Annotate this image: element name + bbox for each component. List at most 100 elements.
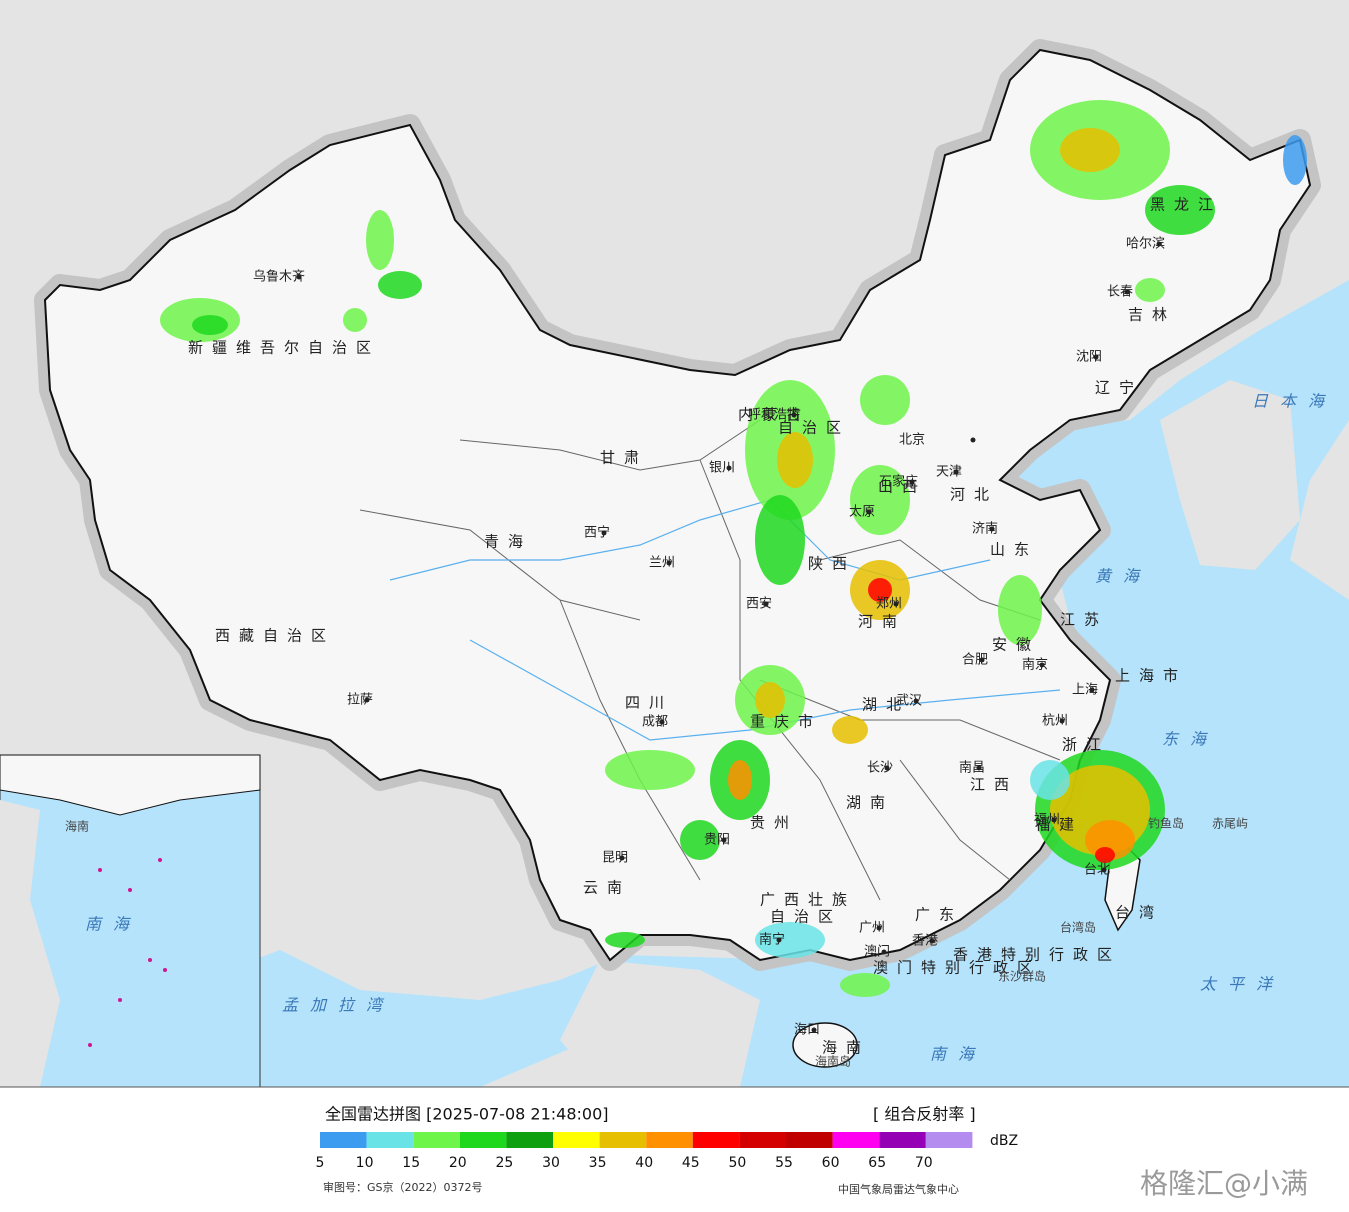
- city-dot: [659, 719, 665, 725]
- inset-island: [88, 1043, 92, 1047]
- legend-tick-label: 55: [775, 1155, 793, 1171]
- legend-unit: dBZ: [990, 1133, 1018, 1149]
- region-label: 浙江: [1062, 736, 1110, 754]
- region-label: 四川: [625, 694, 673, 712]
- city-label: 拉萨: [347, 693, 373, 708]
- river: [469, 639, 1061, 741]
- radar-echo: [860, 375, 910, 425]
- region-label: 吉林: [1128, 306, 1176, 324]
- city-label: 天津: [936, 465, 962, 480]
- radar-echo: [1060, 128, 1120, 172]
- city-dot: [979, 657, 985, 663]
- city-label: 沈阳: [1076, 350, 1102, 365]
- city-dot: [296, 274, 302, 280]
- inset-island: [148, 958, 152, 962]
- region-label: 安徽: [992, 636, 1040, 654]
- china-land: [43, 48, 1312, 962]
- legend-tick-label: 5: [316, 1155, 325, 1171]
- city-dot: [866, 509, 872, 515]
- city-label: 哈尔滨: [1126, 236, 1165, 252]
- legend-tick-label: 25: [495, 1155, 513, 1171]
- city-dot: [1156, 241, 1162, 247]
- region-label: 甘肃: [600, 449, 648, 467]
- city-label: 杭州: [1042, 714, 1068, 729]
- island-label: 钓鱼岛: [1148, 816, 1184, 831]
- city-dot: [970, 437, 976, 443]
- agency: 中国气象局雷达气象中心: [838, 1182, 959, 1196]
- hainan: [792, 1022, 858, 1068]
- product-name: [ 组合反射率 ]: [873, 1105, 976, 1124]
- inset-island: [118, 998, 122, 1002]
- city-dot: [1039, 662, 1045, 668]
- city-dot: [721, 837, 727, 843]
- island-label: 台湾岛: [1060, 920, 1096, 935]
- legend-swatch: [692, 1132, 740, 1148]
- region-label: 河北: [950, 486, 998, 504]
- city-dot: [601, 530, 607, 536]
- island-label: 赤尾屿: [1212, 817, 1248, 831]
- city-dot: [953, 469, 959, 475]
- city-dot: [619, 855, 625, 861]
- region-label: 贵州: [750, 814, 798, 832]
- city-dot: [929, 938, 935, 944]
- legend-swatch: [413, 1132, 460, 1148]
- radar-echo: [998, 575, 1042, 645]
- inset-island: [98, 868, 102, 872]
- legend-tick-label: 70: [915, 1155, 933, 1171]
- city-dot: [884, 765, 890, 771]
- region-label: 福建: [1035, 816, 1083, 834]
- city-dot: [776, 937, 782, 943]
- city-label: 成都: [642, 715, 668, 730]
- legend-swatch: [879, 1132, 926, 1148]
- province-border: [899, 759, 1011, 881]
- radar-echo: [1135, 278, 1165, 302]
- city-dot: [1089, 687, 1095, 693]
- radar-echo: [192, 315, 228, 335]
- region-label: 河南: [858, 613, 906, 631]
- region-label: 青海: [484, 533, 532, 551]
- region-label: 自治区: [778, 419, 850, 437]
- sea-label: 孟加拉湾: [282, 996, 394, 1015]
- city-label: 兰州: [649, 556, 675, 571]
- city-dot: [909, 479, 915, 485]
- radar-echo: [728, 760, 752, 800]
- legend-swatch: [459, 1132, 507, 1148]
- city-label: 乌鲁木齐: [253, 269, 305, 285]
- radar-echo: [777, 432, 813, 488]
- city-label: 上海: [1072, 683, 1098, 698]
- city-dot: [989, 526, 995, 532]
- legend-tick-label: 35: [589, 1155, 607, 1171]
- city-label: 广州: [859, 921, 885, 936]
- city-dot: [1059, 718, 1065, 724]
- city-dot: [364, 697, 370, 703]
- region-label: 广西壮族: [760, 891, 856, 909]
- legend-swatch: [320, 1132, 367, 1148]
- legend-swatch: [646, 1132, 693, 1148]
- neighbor-land: [1290, 420, 1349, 600]
- radar-echo: [832, 716, 868, 744]
- city-label: 海口: [794, 1023, 820, 1038]
- sea-label: 南海: [930, 1045, 986, 1064]
- city-label: 银川: [709, 461, 735, 476]
- legend-tick-label: 45: [682, 1155, 700, 1171]
- city-dot: [913, 698, 919, 704]
- region-label: 内蒙古: [738, 406, 810, 424]
- city-dot: [881, 949, 887, 955]
- city-label: 武汉: [896, 694, 922, 709]
- radar-echo: [1283, 135, 1307, 185]
- radar-title: 全国雷达拼图 [2025-07-08 21:48:00]: [325, 1105, 609, 1124]
- legend-swatch: [832, 1132, 880, 1148]
- region-label: 山东: [990, 541, 1038, 559]
- radar-echo: [680, 820, 720, 860]
- radar-echo: [850, 465, 910, 535]
- region-label: 台湾: [1115, 904, 1163, 922]
- city-label: 南宁: [759, 932, 785, 948]
- region-label: 江苏: [1060, 611, 1108, 629]
- region-label: 云南: [583, 879, 631, 897]
- province-border: [459, 419, 761, 471]
- city-label: 济南: [972, 521, 998, 537]
- radar-echo: [343, 308, 367, 332]
- sea-label: 东海: [1162, 730, 1218, 749]
- region-label: 山西: [878, 478, 926, 496]
- city-label: 石家庄: [879, 474, 918, 490]
